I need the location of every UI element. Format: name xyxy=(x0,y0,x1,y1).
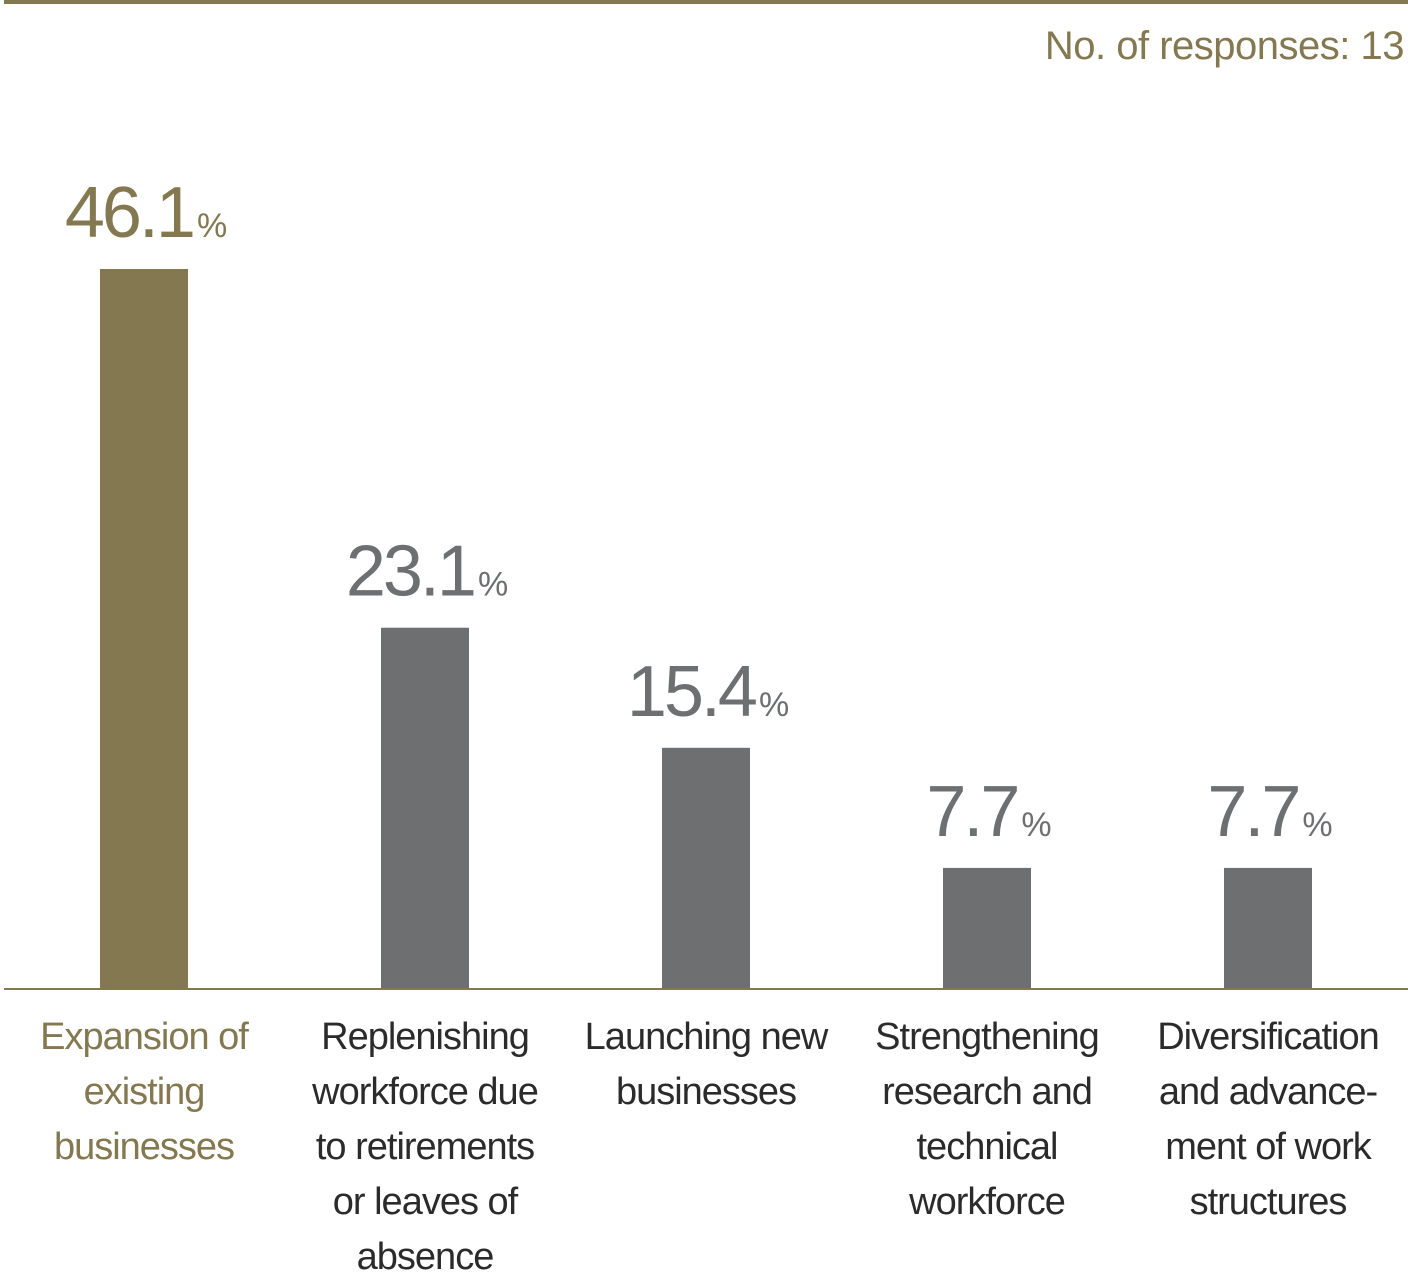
value-unit: % xyxy=(1021,806,1051,844)
value-number: 23.1 xyxy=(346,532,474,612)
category-label-1: Expansion of existing businesses xyxy=(6,1010,282,1175)
category-label-line: businesses xyxy=(615,1071,797,1113)
category-label-3: Launching new businesses xyxy=(568,1010,844,1120)
category-label-line: businesses xyxy=(53,1126,235,1168)
category-label-line: Replenishing xyxy=(321,1016,530,1058)
category-label-line: Launching new xyxy=(584,1016,829,1058)
category-label-line: technical xyxy=(916,1126,1059,1168)
value-unit: % xyxy=(478,566,508,604)
bar-3 xyxy=(662,747,750,988)
category-label-2: Replenishing workforce due to retirements o… xyxy=(287,1010,563,1285)
category-label-line: Strengthening xyxy=(875,1016,1100,1058)
category-label-line: ment of work xyxy=(1165,1126,1372,1168)
top-rule xyxy=(4,0,1408,4)
value-label-3: 15.4% xyxy=(627,652,789,732)
category-label-line: research and xyxy=(882,1071,1093,1113)
category-label-line: to retirements xyxy=(315,1126,535,1168)
value-unit: % xyxy=(197,207,227,245)
bar-2 xyxy=(381,627,469,988)
bar-1 xyxy=(100,269,188,988)
category-label-line: absence xyxy=(356,1236,495,1278)
value-label-5: 7.7% xyxy=(1207,772,1332,852)
category-label-line: or leaves of xyxy=(332,1181,518,1223)
category-label-line: workforce xyxy=(909,1181,1066,1223)
bar-5 xyxy=(1224,867,1312,988)
bar-4 xyxy=(943,867,1031,988)
value-unit: % xyxy=(1302,806,1332,844)
value-unit: % xyxy=(759,686,789,724)
category-label-line: structures xyxy=(1189,1181,1348,1223)
category-label-line: existing xyxy=(83,1071,206,1113)
category-label-5: Diversification and advance-ment of work s… xyxy=(1130,1010,1406,1230)
category-label-line: Expansion of xyxy=(40,1016,249,1058)
value-label-2: 23.1% xyxy=(346,532,508,612)
category-label-line: and advance- xyxy=(1158,1071,1378,1113)
category-label-4: Strengthening research and technical workfo… xyxy=(849,1010,1125,1230)
responses-note: No. of responses: 13 xyxy=(1044,24,1405,68)
value-number: 7.7 xyxy=(1207,772,1298,852)
value-label-1: 46.1% xyxy=(65,173,227,253)
category-label-line: Diversification xyxy=(1157,1016,1380,1058)
category-label-line: workforce due xyxy=(312,1071,539,1113)
value-number: 15.4 xyxy=(627,652,756,732)
value-number: 46.1 xyxy=(65,173,193,253)
value-number: 7.7 xyxy=(926,772,1017,852)
value-label-4: 7.7% xyxy=(926,772,1051,852)
